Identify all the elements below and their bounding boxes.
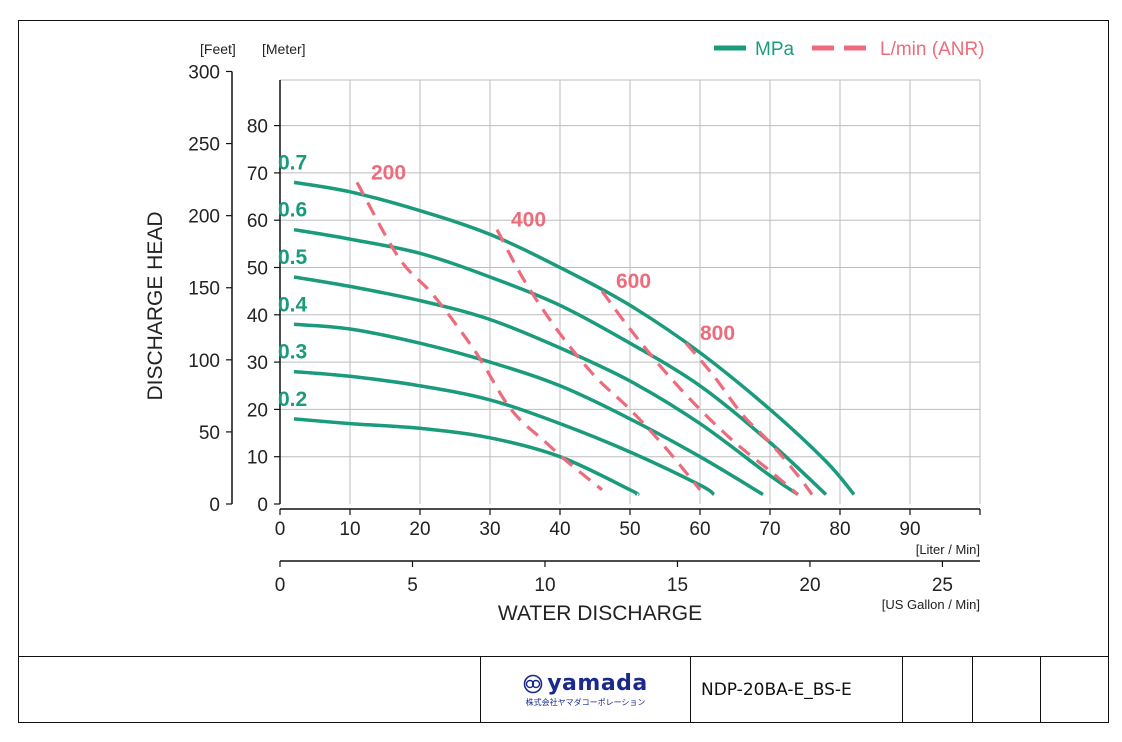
series-line-0.2 [293,417,640,497]
grid [280,79,981,504]
logo-company-name: 株式会社ヤマダコーポレーション [525,697,646,707]
series-line-0.6 [293,227,828,496]
series-label-0.4: 0.4 [278,293,308,316]
x-unit-liter: [Liter / Min] [916,542,980,557]
x-tick-label-liter: 70 [759,519,780,540]
y-unit-meter: [Meter] [262,41,306,57]
series-label-0.3: 0.3 [278,341,307,364]
title-block: yamada 株式会社ヤマダコーポレーション NDP-20BA-E_BS-E [18,656,1109,723]
y-tick-label-meter: 50 [247,259,268,280]
y-axis-title: DISCHARGE HEAD [144,211,167,400]
series-label-0.7: 0.7 [278,151,307,174]
y-tick-label-feet: 200 [188,207,220,228]
y-tick-label-meter: 20 [247,400,268,421]
y-tick-label-meter: 30 [247,353,268,374]
series-label-0.2: 0.2 [278,388,307,411]
y-tick-label-meter: 40 [247,306,268,327]
blank-cell-1 [902,657,972,723]
y-tick-label-feet: 300 [188,62,220,83]
drawing-code: NDP-20BA-E_BS-E [690,657,902,723]
x-unit-gallon: [US Gallon / Min] [882,597,980,612]
x-tick-label-liter: 30 [479,519,500,540]
y-tick-label-meter: 80 [247,117,268,138]
x-tick-label-gallon: 25 [932,575,953,596]
series-label-0.5: 0.5 [278,246,308,269]
x-tick-label-liter: 40 [549,519,570,540]
x-tick-label-gallon: 15 [667,575,688,596]
blank-cell-2 [972,657,1040,723]
y-tick-label-meter: 60 [247,211,268,232]
x-tick-label-liter: 10 [339,519,360,540]
logo-cell: yamada 株式会社ヤマダコーポレーション [480,657,690,723]
legend-label-mpa: MPa [755,39,795,60]
x-tick-label-gallon: 10 [534,575,555,596]
series-line-400 [495,228,702,491]
x-tick-label-gallon: 5 [407,575,418,596]
x-tick-label-liter: 50 [619,519,640,540]
series-line-0.3 [293,369,716,496]
y-tick-label-meter: 0 [257,495,268,516]
series-line-200 [355,181,604,492]
series-label-800: 800 [700,322,735,345]
x-tick-label-gallon: 0 [275,575,286,596]
x-tick-label-liter: 20 [409,519,430,540]
logo-wordmark: yamada [547,670,648,696]
y-unit-feet: [Feet] [200,41,236,57]
legend: MPa L/min (ANR) [714,39,985,60]
series-label-600: 600 [616,270,651,293]
blank-cell-3 [1040,657,1109,723]
y-tick-label-feet: 50 [199,423,220,444]
series-line-800 [684,342,814,496]
series-label-200: 200 [371,161,406,184]
y-tick-label-feet: 100 [188,351,220,372]
chart-frame [18,20,1109,723]
y-tick-label-meter: 10 [247,448,268,469]
y-tick-label-feet: 150 [188,279,220,300]
x-tick-label-liter: 80 [829,519,850,540]
x-axis-title: WATER DISCHARGE [498,602,702,625]
series-line-0.4 [293,322,764,497]
x-tick-label-gallon: 20 [799,575,820,596]
y-tick-label-feet: 0 [209,495,220,516]
legend-label-anr: L/min (ANR) [880,39,985,60]
x-tick-label-liter: 0 [275,519,286,540]
y-tick-label-feet: 250 [188,135,220,156]
x-tick-label-liter: 90 [899,519,920,540]
yamada-logo-icon [523,674,543,693]
series-label-0.6: 0.6 [278,199,307,222]
y-tick-label-meter: 70 [247,164,268,185]
series-line-0.5 [293,275,799,496]
series-label-400: 400 [511,209,546,232]
series-line-0.7 [293,180,856,496]
x-tick-label-liter: 60 [689,519,710,540]
series-line-600 [600,290,800,496]
